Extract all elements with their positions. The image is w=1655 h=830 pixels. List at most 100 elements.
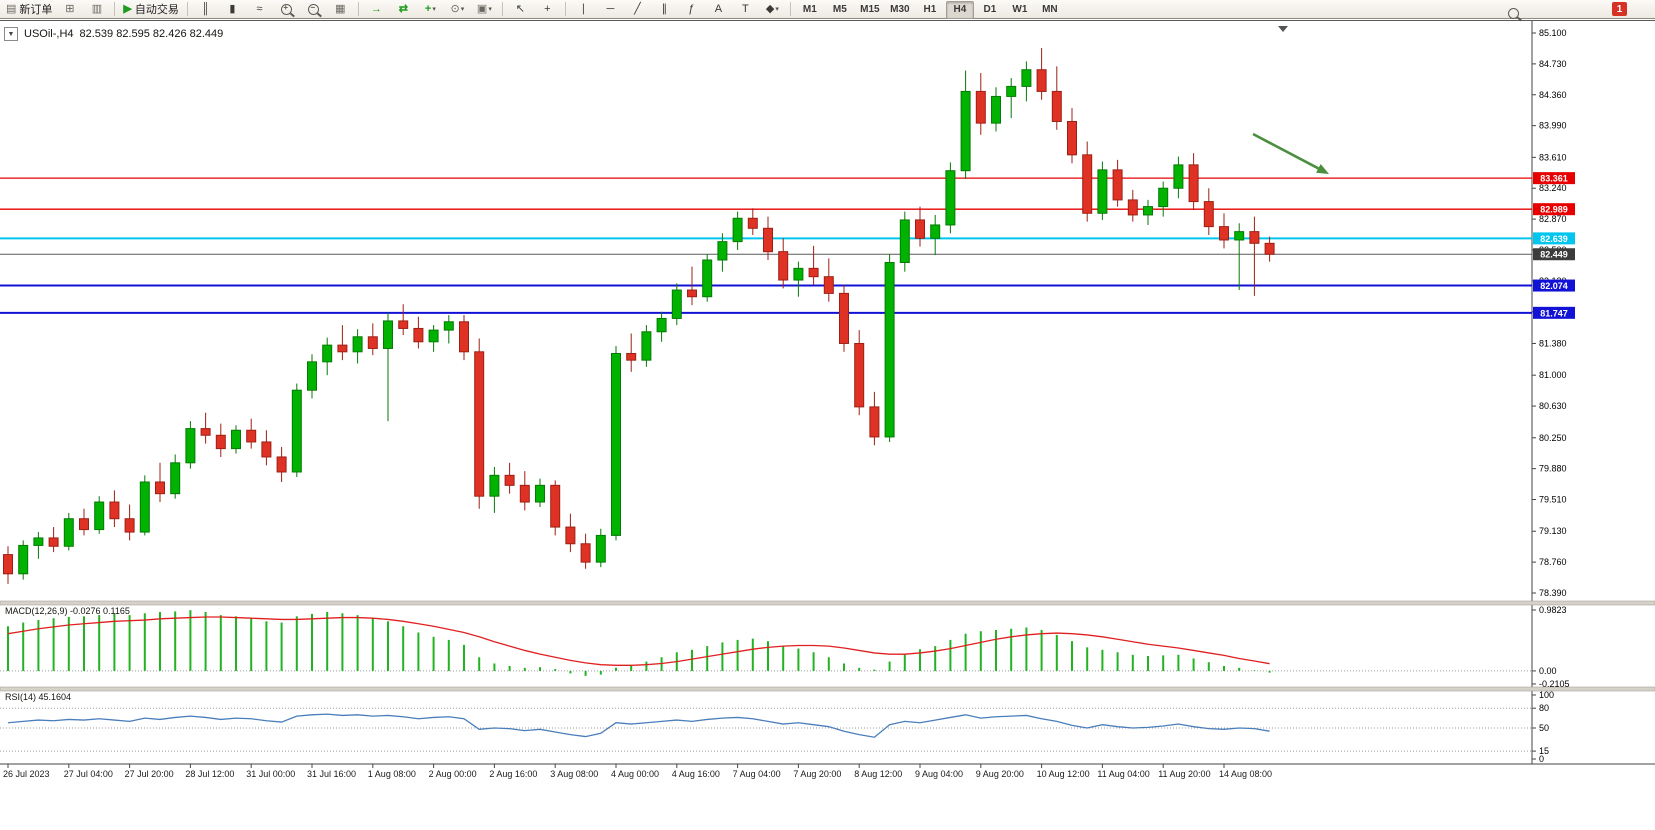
autotrading-play-icon: ▶ bbox=[123, 2, 132, 15]
svg-text:15: 15 bbox=[1539, 746, 1549, 756]
new-order-button[interactable]: ▤ 新订单 bbox=[3, 0, 55, 18]
crosshair-button[interactable]: + bbox=[535, 0, 560, 18]
svg-text:9 Aug 20:00: 9 Aug 20:00 bbox=[976, 769, 1024, 779]
horizontal-line-button[interactable]: ─ bbox=[598, 0, 623, 18]
toolbar-separator bbox=[501, 2, 503, 16]
svg-text:78.760: 78.760 bbox=[1539, 557, 1567, 567]
horizontal-line-icon: ─ bbox=[606, 2, 615, 15]
timeframe-toolbar: M1 M5 M15 M30 H1 H4 D1 W1 MN bbox=[795, 0, 1065, 19]
chart-shift-button[interactable]: ⇄ bbox=[391, 0, 416, 18]
svg-text:14 Aug 08:00: 14 Aug 08:00 bbox=[1219, 769, 1272, 779]
shapes-icon: ◆ bbox=[765, 2, 775, 15]
trendline-button[interactable]: ╱ bbox=[625, 0, 650, 18]
zoom-in-icon: + bbox=[280, 3, 292, 15]
svg-text:84.730: 84.730 bbox=[1539, 59, 1567, 69]
timeframe-m5-button[interactable]: M5 bbox=[832, 4, 847, 16]
svg-text:79.880: 79.880 bbox=[1539, 464, 1567, 474]
profiles-button[interactable]: ▥ bbox=[84, 0, 109, 18]
time-axis[interactable]: 26 Jul 2023 27 Jul 04:00 27 Jul 20:00 28 Ju… bbox=[0, 763, 1655, 779]
new-order-label: 新订单 bbox=[19, 4, 53, 16]
profiles-icon: ▥ bbox=[91, 2, 103, 15]
timeframe-m15-button[interactable]: M15 bbox=[860, 4, 880, 16]
panel-separators[interactable] bbox=[0, 600, 1655, 692]
charts-grid-icon: ⊞ bbox=[65, 2, 75, 15]
candlestick-icon: ▮ bbox=[229, 2, 236, 15]
text-button[interactable]: A bbox=[706, 0, 731, 18]
svg-text:1 Aug 08:00: 1 Aug 08:00 bbox=[368, 769, 416, 779]
candlestick-button[interactable]: ▮ bbox=[220, 0, 245, 18]
chart-symbol-title: USOil-,H4 bbox=[24, 28, 74, 40]
price-axis-boxes: 83.361 82.989 82.639 82.074 81.747 82.449 bbox=[1533, 172, 1575, 319]
timeframe-mn-button[interactable]: MN bbox=[1042, 4, 1058, 16]
tile-windows-button[interactable]: ▦ bbox=[328, 0, 353, 18]
toolbar-separator bbox=[114, 2, 116, 16]
cursor-icon: ↖ bbox=[515, 2, 525, 15]
tile-windows-icon: ▦ bbox=[335, 2, 346, 15]
svg-text:27 Jul 04:00: 27 Jul 04:00 bbox=[64, 769, 113, 779]
chart-ohlc-values: 82.539 82.595 82.426 82.449 bbox=[79, 28, 224, 40]
timeframe-m30-button[interactable]: M30 bbox=[890, 4, 910, 16]
crosshair-icon: + bbox=[544, 2, 551, 15]
annotation-arrow[interactable] bbox=[1252, 132, 1329, 174]
periods-button[interactable]: ⊙ ▾ bbox=[445, 0, 470, 18]
charts-grid-button[interactable]: ⊞ bbox=[57, 0, 82, 18]
candles-layer[interactable] bbox=[3, 48, 1275, 584]
svg-text:11 Aug 20:00: 11 Aug 20:00 bbox=[1158, 769, 1210, 779]
zoom-out-icon: − bbox=[307, 3, 319, 15]
svg-text:83.610: 83.610 bbox=[1539, 152, 1567, 162]
svg-text:4 Aug 16:00: 4 Aug 16:00 bbox=[672, 769, 720, 779]
svg-text:82.870: 82.870 bbox=[1539, 214, 1567, 224]
svg-text:79.510: 79.510 bbox=[1539, 495, 1567, 505]
svg-text:80.630: 80.630 bbox=[1539, 401, 1567, 411]
bar-chart-button[interactable]: ║ bbox=[193, 0, 218, 18]
timeframe-m1-button[interactable]: M1 bbox=[802, 4, 817, 16]
text-label-button[interactable]: T bbox=[733, 0, 758, 18]
indicators-button[interactable]: + ▾ bbox=[418, 0, 443, 18]
search-button[interactable] bbox=[1501, 4, 1526, 22]
notification-badge[interactable]: 1 bbox=[1612, 2, 1627, 16]
macd-panel: 0.9823 0.00 -0.2105 bbox=[0, 605, 1570, 689]
text-label-icon: T bbox=[742, 2, 749, 15]
timeframe-d1-button[interactable]: D1 bbox=[983, 4, 997, 16]
svg-text:27 Jul 20:00: 27 Jul 20:00 bbox=[125, 769, 174, 779]
toolbar-separator bbox=[357, 2, 359, 16]
svg-text:2 Aug 00:00: 2 Aug 00:00 bbox=[429, 769, 477, 779]
macd-label: MACD(12,26,9) -0.0276 0.1165 bbox=[5, 606, 130, 616]
autotrading-button[interactable]: ▶ 自动交易 bbox=[120, 0, 181, 18]
horizontal-lines-layer[interactable] bbox=[0, 177, 1532, 314]
svg-text:10 Aug 12:00: 10 Aug 12:00 bbox=[1037, 769, 1090, 779]
zoom-in-button[interactable]: + bbox=[274, 0, 299, 18]
cursor-button[interactable]: ↖ bbox=[508, 0, 533, 18]
channel-button[interactable]: ∥ bbox=[652, 0, 677, 18]
svg-text:100: 100 bbox=[1539, 690, 1554, 700]
svg-text:83.990: 83.990 bbox=[1539, 121, 1567, 131]
svg-text:3 Aug 08:00: 3 Aug 08:00 bbox=[550, 769, 598, 779]
timeframe-w1-button[interactable]: W1 bbox=[1012, 4, 1028, 16]
shapes-button[interactable]: ◆ ▾ bbox=[760, 0, 785, 18]
timeframe-h1-button[interactable]: H1 bbox=[923, 4, 937, 16]
chevron-down-icon: ▾ bbox=[488, 6, 492, 13]
symbol-dropdown-button[interactable]: ▼ bbox=[4, 27, 18, 41]
auto-scroll-button[interactable]: → bbox=[364, 0, 389, 18]
toolbar-separator bbox=[186, 2, 188, 16]
svg-text:0.00: 0.00 bbox=[1539, 666, 1557, 676]
price-axis[interactable]: 85.100 84.730 84.360 83.990 83.610 83.240 82.8… bbox=[1531, 21, 1567, 764]
vertical-line-icon: ∣ bbox=[580, 2, 587, 15]
svg-text:84.360: 84.360 bbox=[1539, 90, 1567, 100]
zoom-out-button[interactable]: − bbox=[301, 0, 326, 18]
svg-text:78.390: 78.390 bbox=[1539, 588, 1567, 598]
vertical-line-button[interactable]: ∣ bbox=[571, 0, 596, 18]
svg-text:50: 50 bbox=[1539, 723, 1549, 733]
bar-chart-icon: ║ bbox=[201, 2, 210, 15]
templates-button[interactable]: ▣ ▾ bbox=[472, 0, 497, 18]
svg-text:0: 0 bbox=[1539, 754, 1544, 764]
chevron-down-icon: ▾ bbox=[460, 6, 465, 13]
chart-canvas[interactable]: 85.100 84.730 84.360 83.990 83.610 83.240 82.8… bbox=[0, 21, 1655, 811]
fibonacci-icon: ƒ bbox=[688, 2, 695, 15]
fibonacci-button[interactable]: ƒ bbox=[679, 0, 704, 18]
indicators-plus-icon: + bbox=[424, 2, 432, 15]
timeframe-h4-button[interactable]: H4 bbox=[945, 0, 974, 19]
line-chart-button[interactable]: ≈ bbox=[247, 0, 272, 18]
line-chart-icon: ≈ bbox=[256, 2, 263, 15]
toolbar-separator bbox=[564, 2, 566, 16]
